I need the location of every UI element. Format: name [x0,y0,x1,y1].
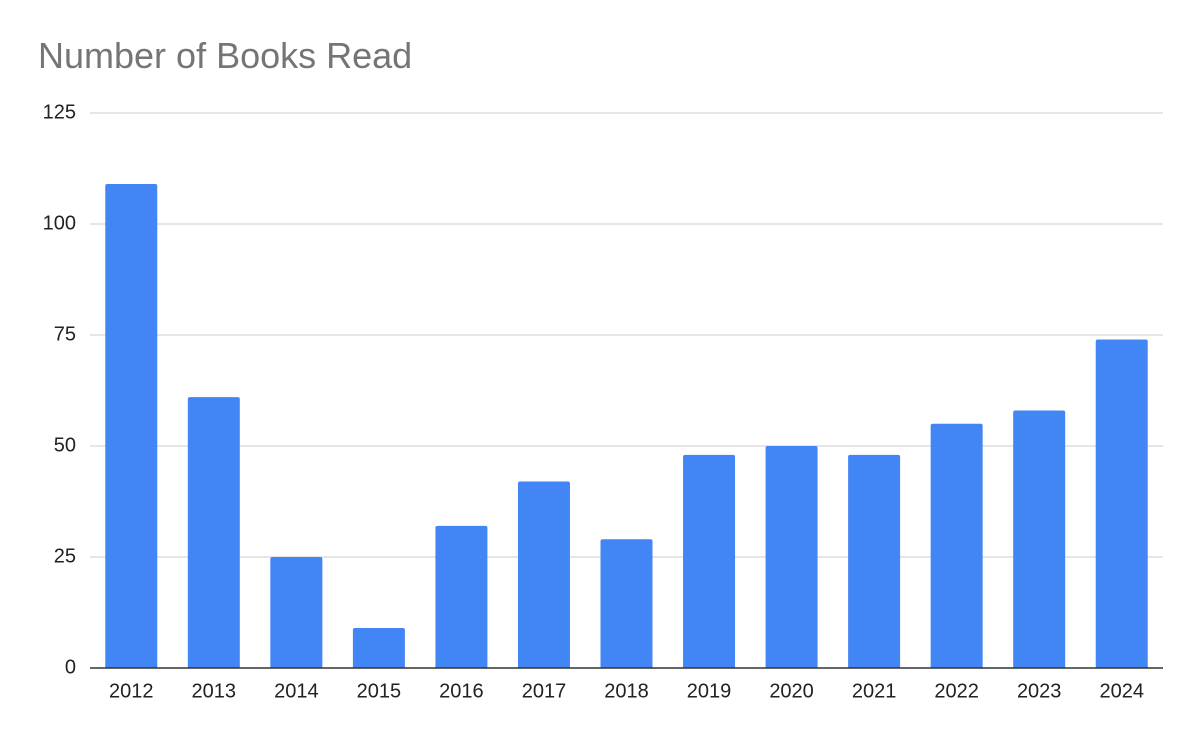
bar [187,397,240,668]
bar [930,423,983,668]
bar [517,481,570,668]
y-tick-label: 100 [43,212,76,234]
x-tick-label: 2016 [439,680,484,702]
bar [1095,339,1148,668]
chart-title: Number of Books Read [38,35,412,76]
x-tick-label: 2024 [1099,680,1144,702]
bar [600,539,653,668]
y-tick-label: 50 [54,434,76,456]
x-tick-label: 2020 [769,680,814,702]
x-tick-label: 2018 [604,680,649,702]
bar [683,454,736,668]
x-tick-label: 2023 [1017,680,1062,702]
x-tick-label: 2021 [852,680,897,702]
x-tick-label: 2012 [109,680,154,702]
y-tick-label: 125 [43,101,76,123]
bar [765,446,818,668]
bar [352,628,405,668]
y-tick-label: 75 [54,323,76,345]
x-tick-label: 2017 [522,680,567,702]
x-tick-label: 2019 [687,680,732,702]
y-tick-label: 0 [65,656,76,678]
y-tick-label: 25 [54,545,76,567]
x-tick-label: 2022 [934,680,979,702]
x-tick-label: 2015 [357,680,402,702]
bar [105,184,158,669]
bar [1013,410,1066,668]
bar [848,454,901,668]
x-tick-label: 2013 [192,680,237,702]
bar [435,525,488,668]
x-tick-label: 2014 [274,680,319,702]
bar [270,557,323,668]
